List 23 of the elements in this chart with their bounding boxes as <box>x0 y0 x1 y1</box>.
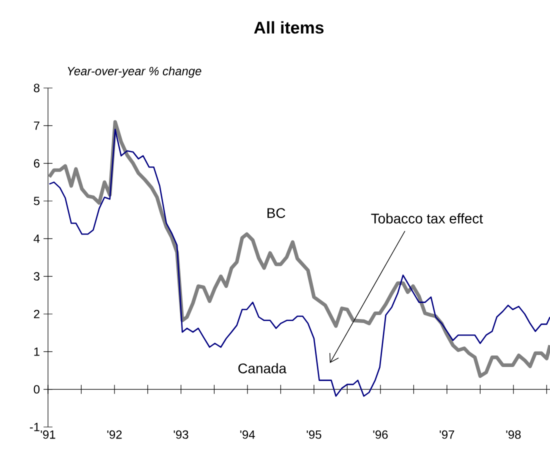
y-tick-label: 2 <box>34 310 40 318</box>
x-tick-label: '94 <box>240 430 255 439</box>
x-tick-label: '91 <box>40 430 56 439</box>
x-tick-label: '93 <box>174 430 188 439</box>
x-tick-label: '95 <box>306 430 322 439</box>
x-tick-label: '96 <box>373 430 388 439</box>
series-label: Canada <box>238 363 287 374</box>
y-tick-label: 5 <box>34 196 40 206</box>
x-tick-label: '97 <box>440 430 454 439</box>
x-tick-label: '92 <box>107 430 122 439</box>
series-label: BC <box>268 208 286 218</box>
y-tick-label: 1 <box>34 348 40 356</box>
x-tick-label: '98 <box>506 430 521 439</box>
y-tick-label: 6 <box>34 159 40 168</box>
y-tick-label: 4 <box>34 234 40 243</box>
y-tick-label: 3 <box>34 272 40 281</box>
y-tick-label: 0 <box>34 385 40 394</box>
y-axis-title: Year-over-year % change <box>68 66 202 78</box>
y-tick-label: 7 <box>34 122 40 130</box>
chart-title: All items <box>254 21 324 34</box>
y-tick-label: 8 <box>34 84 40 92</box>
y-tick-label: -1 <box>30 422 40 432</box>
annotation: Tobacco tax effect <box>371 213 483 224</box>
